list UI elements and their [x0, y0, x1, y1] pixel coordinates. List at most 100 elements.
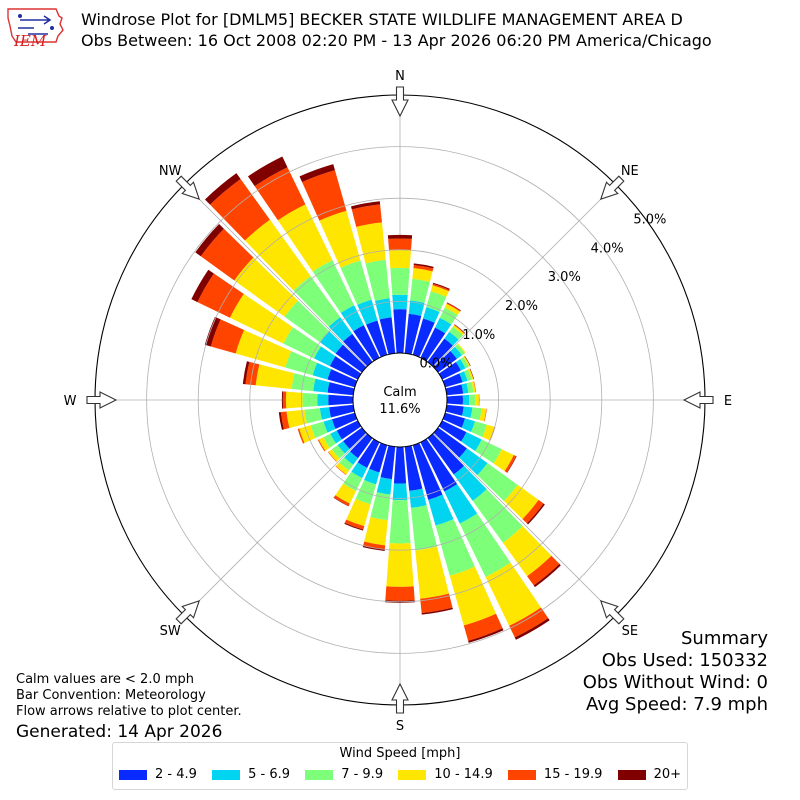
wind-bar-310-bin-5	[200, 228, 254, 281]
wind-bar-0-bin-6	[387, 234, 413, 239]
summary-panel: Summary Obs Used: 150332 Obs Without Win…	[583, 628, 768, 716]
summary-obs-used: Obs Used: 150332	[601, 650, 768, 671]
wind-bar-160-bin-5	[463, 613, 503, 641]
flow-arrow-icon	[175, 175, 201, 201]
wind-bar-10-bin-4	[412, 268, 433, 282]
wind-bar-60-bin-1	[438, 361, 461, 380]
wind-bar-40-bin-6	[454, 324, 466, 334]
legend-swatch	[398, 769, 427, 780]
wind-bar-330-bin-6	[247, 156, 288, 187]
wind-bar-320-bin-5	[210, 178, 270, 241]
wind-bar-310-bin-1	[335, 344, 367, 373]
radial-tick-label: 5.0%	[633, 212, 666, 227]
wind-bar-250-bin-5	[297, 428, 305, 444]
speed-legend: Wind Speed [mph] 2 - 4.9 5 - 6.9 7 - 9.9 10…	[112, 742, 688, 790]
legend-label: 15 - 19.9	[543, 767, 603, 782]
wind-bar-120-bin-5	[504, 455, 517, 473]
iem-logo: IEM	[6, 6, 68, 54]
wind-bar-140-bin-4	[502, 526, 552, 577]
wind-bar-240-bin-3	[323, 433, 336, 448]
bar-convention-note: Bar Convention: Meteorology	[16, 688, 206, 703]
wind-bar-0-bin-2	[392, 294, 408, 310]
legend-swatch	[212, 769, 241, 780]
wind-bar-120-bin-6	[506, 456, 517, 473]
wind-bar-340-bin-5	[302, 170, 347, 221]
wind-bar-0-bin-4	[388, 249, 412, 269]
wind-bar-220-bin-4	[335, 462, 349, 475]
wind-bar-130-bin-6	[526, 503, 545, 525]
legend-swatch	[305, 769, 334, 780]
radial-gridline	[432, 432, 616, 616]
wind-bar-190-bin-2	[376, 477, 392, 495]
wind-bar-350-bin-3	[365, 259, 390, 301]
title-line-2: Obs Between: 16 Oct 2008 02:20 PM - 13 A…	[81, 31, 712, 50]
wind-bar-100-bin-3	[470, 407, 482, 421]
wind-bar-240-bin-5	[317, 439, 326, 452]
wind-bar-270-bin-1	[328, 394, 354, 406]
wind-bar-90-bin-2	[462, 394, 470, 406]
wind-bar-220-bin-5	[335, 465, 347, 475]
wind-bar-30-bin-4	[444, 303, 461, 316]
legend-item-4: 10 - 14.9	[398, 767, 493, 782]
flow-arrow-icon	[682, 391, 714, 409]
wind-bar-210-bin-2	[351, 462, 368, 479]
wind-bar-270-bin-4	[285, 391, 303, 409]
wind-bar-90-bin-4	[475, 394, 479, 406]
wind-bar-20-bin-6	[432, 282, 450, 290]
wind-bar-0-bin-1	[393, 309, 407, 354]
calm-label: Calm	[383, 385, 416, 400]
wind-bar-170-bin-3	[410, 505, 438, 551]
wind-bar-100-bin-5	[484, 408, 487, 422]
wind-bar-90-bin-3	[469, 394, 476, 406]
wind-bar-160-bin-4	[449, 566, 497, 626]
wind-bar-300-bin-5	[197, 273, 244, 318]
legend-label: 7 - 9.9	[341, 767, 384, 782]
wind-bar-160-bin-2	[428, 494, 454, 526]
wind-bar-0-bin-5	[388, 238, 412, 251]
compass-label-ne: NE	[621, 164, 639, 179]
wind-bar-300-bin-1	[329, 356, 362, 380]
wind-bar-70-bin-1	[442, 373, 463, 388]
compass-label-n: N	[395, 69, 405, 84]
radial-gridline	[184, 184, 368, 368]
summary-obs-without-wind: Obs Without Wind: 0	[582, 672, 768, 693]
wind-bar-220-bin-2	[344, 451, 359, 465]
wind-bar-70-bin-4	[467, 368, 474, 380]
wind-bar-170-bin-4	[415, 546, 449, 599]
wind-bar-150-bin-5	[509, 607, 549, 638]
wind-bar-340-bin-1	[366, 320, 388, 358]
wind-bar-180-bin-2	[392, 483, 408, 501]
wind-bar-310-bin-4	[234, 257, 298, 317]
title-line-1: Windrose Plot for [DMLM5] BECKER STATE W…	[81, 10, 683, 29]
wind-bar-280-bin-2	[313, 378, 330, 393]
chart-labels: Calm 11.6% 0.0% 1.0% 2.0% 3.0% 4.0% 5.0% N NE E SE S…	[64, 69, 733, 734]
wind-bar-230-bin-3	[331, 444, 345, 459]
wind-bar-140-bin-6	[533, 563, 561, 588]
chart-title: Windrose Plot for [DMLM5] BECKER STATE W…	[81, 9, 712, 51]
wind-bar-150-bin-4	[485, 562, 541, 626]
wind-bar-150-bin-2	[444, 484, 478, 524]
wind-bar-30-bin-2	[435, 317, 452, 334]
compass-label-sw: SW	[160, 624, 181, 639]
wind-bar-180-bin-5	[385, 586, 415, 601]
wind-bar-200-bin-5	[344, 519, 365, 530]
wind-bar-130-bin-1	[433, 427, 467, 458]
wind-bar-130-bin-4	[503, 484, 539, 520]
calm-circle	[352, 352, 448, 448]
wind-bar-260-bin-1	[329, 404, 355, 418]
wind-bar-140-bin-5	[527, 555, 560, 586]
radial-tick-label: 1.0%	[462, 328, 495, 343]
wind-bar-270-bin-2	[317, 393, 329, 407]
wind-bar-200-bin-4	[346, 498, 371, 527]
wind-bar-170-bin-1	[404, 445, 423, 491]
flow-arrow-icon	[391, 86, 409, 118]
wind-bar-250-bin-2	[323, 419, 336, 433]
wind-bar-350-bin-2	[374, 298, 392, 320]
wind-bar-90-bin-1	[446, 395, 463, 405]
wind-bar-100-bin-2	[462, 406, 473, 418]
wind-bar-190-bin-4	[364, 517, 388, 546]
wind-bar-290-bin-3	[285, 351, 318, 376]
wind-bar-270-bin-3	[302, 392, 318, 408]
wind-bar-200-bin-1	[369, 442, 388, 473]
wind-bar-210-bin-6	[333, 497, 349, 507]
